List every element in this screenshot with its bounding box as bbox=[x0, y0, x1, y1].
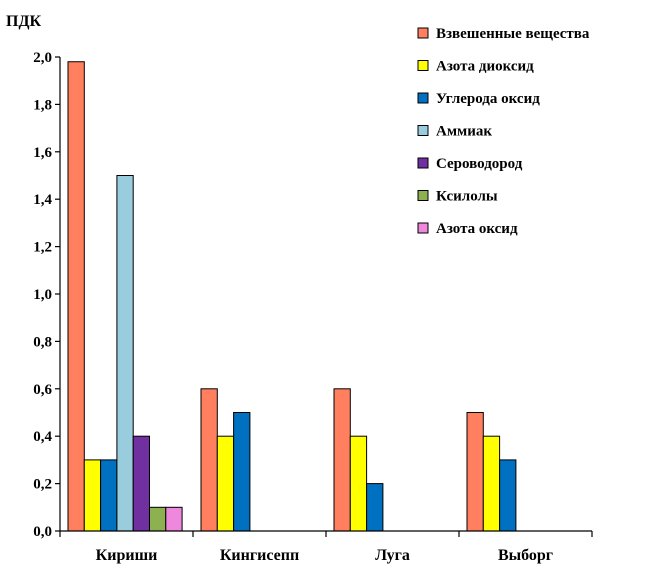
legend-label: Углерода оксид bbox=[436, 91, 540, 107]
bar bbox=[83, 459, 102, 532]
category-label: Луга bbox=[375, 547, 410, 564]
y-tick-label: 0,0 bbox=[33, 524, 52, 540]
y-tick-label: 0,2 bbox=[33, 477, 52, 493]
category-label: Кингисепп bbox=[220, 547, 299, 564]
y-tick-label: 1,2 bbox=[33, 240, 52, 256]
bar bbox=[149, 506, 167, 532]
legend-swatch bbox=[417, 157, 429, 169]
y-tick-label: 1,0 bbox=[33, 287, 52, 303]
bar bbox=[333, 388, 351, 532]
y-tick-label: 2,0 bbox=[33, 50, 52, 66]
bar bbox=[349, 435, 368, 532]
bar bbox=[132, 435, 150, 532]
bar bbox=[233, 412, 251, 532]
bar bbox=[216, 435, 235, 532]
bar bbox=[499, 459, 517, 532]
y-axis-label: ПДК bbox=[6, 13, 41, 30]
category-labels: Кириши Кингисепп Луга Выборг bbox=[96, 547, 553, 564]
y-tick-label: 1,4 bbox=[33, 192, 52, 208]
bar bbox=[67, 61, 85, 532]
bar bbox=[200, 388, 218, 532]
y-tick-label: 0,6 bbox=[33, 382, 52, 398]
legend-label: Аммиак bbox=[436, 124, 492, 140]
category-label: Выборг bbox=[498, 547, 553, 564]
y-axis-ticks: 0,0 0,2 0,4 0,6 0,8 1,0 1,2 1,4 1,6 1,8 2,0 bbox=[33, 50, 60, 540]
y-tick-label: 1,8 bbox=[33, 97, 52, 113]
y-tick-label: 0,4 bbox=[33, 429, 52, 445]
legend-swatch bbox=[417, 27, 429, 39]
bar bbox=[100, 459, 118, 532]
bar bbox=[116, 175, 134, 532]
legend-label: Сероводород bbox=[436, 156, 523, 172]
legend-label: Азота диоксид bbox=[436, 59, 534, 75]
bar bbox=[466, 412, 484, 532]
legend: Взвешенные вещества Азота диоксид Углерода… bbox=[417, 26, 590, 237]
legend-swatch bbox=[417, 125, 429, 136]
y-tick-label: 1,6 bbox=[33, 145, 52, 161]
bar bbox=[482, 435, 501, 532]
legend-swatch bbox=[417, 222, 429, 234]
category-label: Кириши bbox=[96, 547, 158, 564]
bar bbox=[366, 483, 384, 532]
legend-swatch bbox=[417, 92, 429, 104]
legend-swatch bbox=[417, 60, 429, 71]
bar bbox=[165, 506, 183, 532]
y-tick-label: 0,8 bbox=[33, 334, 52, 350]
legend-label: Ксилолы bbox=[436, 189, 498, 205]
legend-swatch bbox=[417, 190, 429, 201]
x-axis-ticks bbox=[59, 531, 593, 537]
legend-label: Взвешенные вещества bbox=[436, 26, 590, 42]
legend-label: Азота оксид bbox=[436, 221, 518, 237]
